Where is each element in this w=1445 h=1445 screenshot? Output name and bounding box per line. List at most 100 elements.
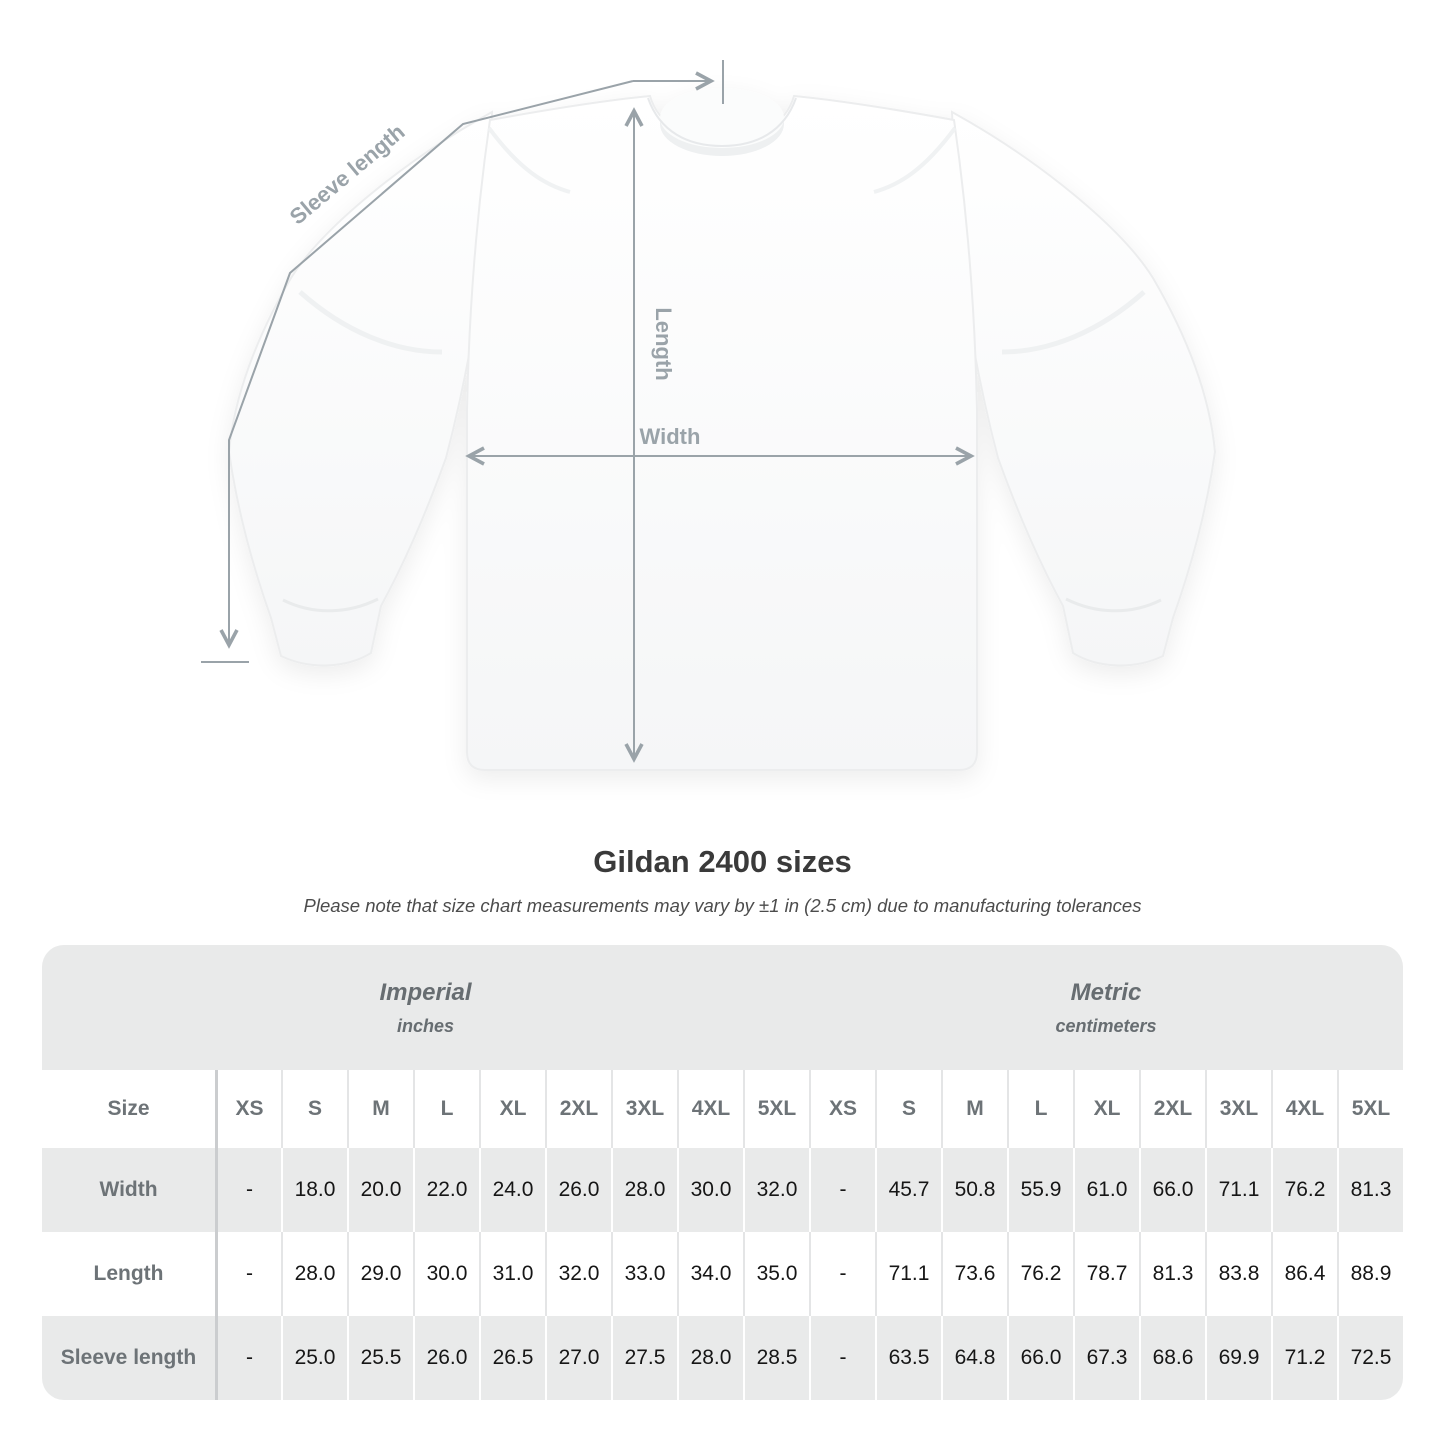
- sleeve-length-measure-line: [201, 60, 724, 663]
- size-header-imperial-s: S: [281, 1070, 347, 1148]
- size-cell: 25.0: [281, 1316, 347, 1400]
- size-cell: 28.0: [677, 1316, 743, 1400]
- metric-unit-label: centimeters: [1055, 1015, 1157, 1036]
- shirt-diagram: Sleeve length Length Width: [201, 60, 1217, 771]
- size-cell: 76.2: [1007, 1232, 1073, 1316]
- size-header-imperial-xl: XL: [479, 1070, 545, 1148]
- size-cell: 50.8: [941, 1148, 1007, 1232]
- size-cell: 22.0: [413, 1148, 479, 1232]
- size-header-imperial-3xl: 3XL: [611, 1070, 677, 1148]
- size-cell: 25.5: [347, 1316, 413, 1400]
- size-cell: 71.1: [1205, 1148, 1271, 1232]
- size-cell: 33.0: [611, 1232, 677, 1316]
- size-header-imperial-4xl: 4XL: [677, 1070, 743, 1148]
- size-cell: 55.9: [1007, 1148, 1073, 1232]
- size-header-metric-2xl: 2XL: [1139, 1070, 1205, 1148]
- metric-label: Metric: [1070, 978, 1142, 1006]
- size-header-imperial-l: L: [413, 1070, 479, 1148]
- size-cell: -: [215, 1148, 281, 1232]
- size-cell: -: [809, 1316, 875, 1400]
- size-cell: 34.0: [677, 1232, 743, 1316]
- size-cell: -: [809, 1232, 875, 1316]
- size-header-metric-m: M: [941, 1070, 1007, 1148]
- table-row-sleeve-length: Sleeve length -25.0 25.5 26.0 26.5 27.0 27.5 28…: [42, 1316, 1403, 1400]
- size-header-metric-5xl: 5XL: [1337, 1070, 1403, 1148]
- imperial-label: Imperial: [379, 978, 472, 1006]
- row-label: Width: [42, 1148, 215, 1232]
- size-cell: 63.5: [875, 1316, 941, 1400]
- size-cell: 68.6: [1139, 1316, 1205, 1400]
- size-cell: 18.0: [281, 1148, 347, 1232]
- size-cell: 78.7: [1073, 1232, 1139, 1316]
- width-label: Width: [640, 424, 701, 449]
- size-cell: 71.1: [875, 1232, 941, 1316]
- size-cell: 28.0: [281, 1232, 347, 1316]
- size-header-metric-l: L: [1007, 1070, 1073, 1148]
- size-cell: 20.0: [347, 1148, 413, 1232]
- size-cell: 27.5: [611, 1316, 677, 1400]
- shirt-right-sleeve: [950, 110, 1217, 667]
- size-header-imperial-5xl: 5XL: [743, 1070, 809, 1148]
- size-cell: 32.0: [743, 1148, 809, 1232]
- shirt-body: [466, 94, 978, 771]
- size-cell: 86.4: [1271, 1232, 1337, 1316]
- size-cell: 81.3: [1337, 1148, 1403, 1232]
- size-header-metric-s: S: [875, 1070, 941, 1148]
- table-row-width: Width -18.0 20.0 22.0 24.0 26.0 28.0 30.0 32.0-4…: [42, 1148, 1403, 1232]
- size-cell: 28.0: [611, 1148, 677, 1232]
- imperial-unit-label: inches: [396, 1015, 455, 1036]
- page-title: Gildan 2400 sizes: [593, 844, 852, 879]
- unit-group-row: Imperial inches Metric centimeters: [42, 945, 1403, 1070]
- size-cell: 30.0: [413, 1232, 479, 1316]
- size-cell: -: [215, 1232, 281, 1316]
- size-cell: 61.0: [1073, 1148, 1139, 1232]
- size-header-imperial-xs: XS: [215, 1070, 281, 1148]
- size-cell: -: [809, 1148, 875, 1232]
- row-label: Sleeve length: [42, 1316, 215, 1400]
- size-cell: 73.6: [941, 1232, 1007, 1316]
- size-cell: 30.0: [677, 1148, 743, 1232]
- unit-group-imperial: Imperial inches: [42, 945, 809, 1070]
- size-cell: 88.9: [1337, 1232, 1403, 1316]
- size-cell: 24.0: [479, 1148, 545, 1232]
- size-header-metric-3xl: 3XL: [1205, 1070, 1271, 1148]
- size-cell: 67.3: [1073, 1316, 1139, 1400]
- size-header-metric-xs: XS: [809, 1070, 875, 1148]
- size-corner-header: Size: [42, 1070, 215, 1148]
- size-cell: 64.8: [941, 1316, 1007, 1400]
- size-cell: 45.7: [875, 1148, 941, 1232]
- size-cell: 35.0: [743, 1232, 809, 1316]
- unit-group-metric: Metric centimeters: [809, 945, 1403, 1070]
- size-cell: 29.0: [347, 1232, 413, 1316]
- shirt-collar: [660, 88, 784, 148]
- size-cell: 26.0: [413, 1316, 479, 1400]
- size-cell: 66.0: [1139, 1148, 1205, 1232]
- size-cell: -: [215, 1316, 281, 1400]
- long-sleeve-shirt: [227, 88, 1217, 771]
- size-cell: 71.2: [1271, 1316, 1337, 1400]
- size-cell: 72.5: [1337, 1316, 1403, 1400]
- length-label: Length: [651, 307, 676, 380]
- size-cell: 26.0: [545, 1148, 611, 1232]
- table-row-length: Length -28.0 29.0 30.0 31.0 32.0 33.0 34.0 35.0-…: [42, 1232, 1403, 1316]
- size-cell: 69.9: [1205, 1316, 1271, 1400]
- size-cell: 83.8: [1205, 1232, 1271, 1316]
- size-cell: 32.0: [545, 1232, 611, 1316]
- size-cell: 31.0: [479, 1232, 545, 1316]
- size-header-row: Size XS S M L XL 2XL 3XL 4XL 5XL XS S M L XL 2XL 3XL 4XL…: [42, 1070, 1403, 1148]
- size-header-metric-xl: XL: [1073, 1070, 1139, 1148]
- size-chart-card: Imperial inches Metric centimeters Size …: [42, 945, 1403, 1400]
- title-block: Gildan 2400 sizes Please note that size …: [0, 843, 1445, 918]
- size-cell: 26.5: [479, 1316, 545, 1400]
- size-chart-table: Imperial inches Metric centimeters Size …: [42, 945, 1403, 1400]
- size-cell: 66.0: [1007, 1316, 1073, 1400]
- size-cell: 81.3: [1139, 1232, 1205, 1316]
- page-subtitle: Please note that size chart measurements…: [303, 895, 1142, 917]
- size-cell: 76.2: [1271, 1148, 1337, 1232]
- size-header-imperial-m: M: [347, 1070, 413, 1148]
- size-header-imperial-2xl: 2XL: [545, 1070, 611, 1148]
- row-label: Length: [42, 1232, 215, 1316]
- size-cell: 27.0: [545, 1316, 611, 1400]
- size-cell: 28.5: [743, 1316, 809, 1400]
